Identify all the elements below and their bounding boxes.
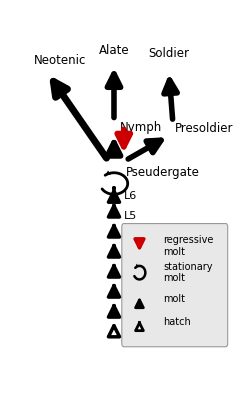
Text: L3: L3 [123,251,137,261]
Text: Alate: Alate [98,44,129,57]
Text: L2: L2 [123,271,137,281]
FancyBboxPatch shape [121,224,227,347]
Text: Pseudergate: Pseudergate [125,166,199,179]
Text: E: E [123,311,130,321]
Text: L4: L4 [123,231,137,241]
Text: L6: L6 [123,191,137,201]
Text: L5: L5 [123,211,137,221]
Text: regressive
molt: regressive molt [162,235,212,256]
Text: Soldier: Soldier [148,47,189,60]
Text: L1: L1 [123,291,137,301]
Text: Nymph: Nymph [119,121,162,134]
Text: Neotenic: Neotenic [34,54,86,67]
Text: molt: molt [162,294,184,304]
Text: stationary
molt: stationary molt [162,262,212,284]
Text: hatch: hatch [162,317,190,327]
Text: Presoldier: Presoldier [174,122,232,134]
